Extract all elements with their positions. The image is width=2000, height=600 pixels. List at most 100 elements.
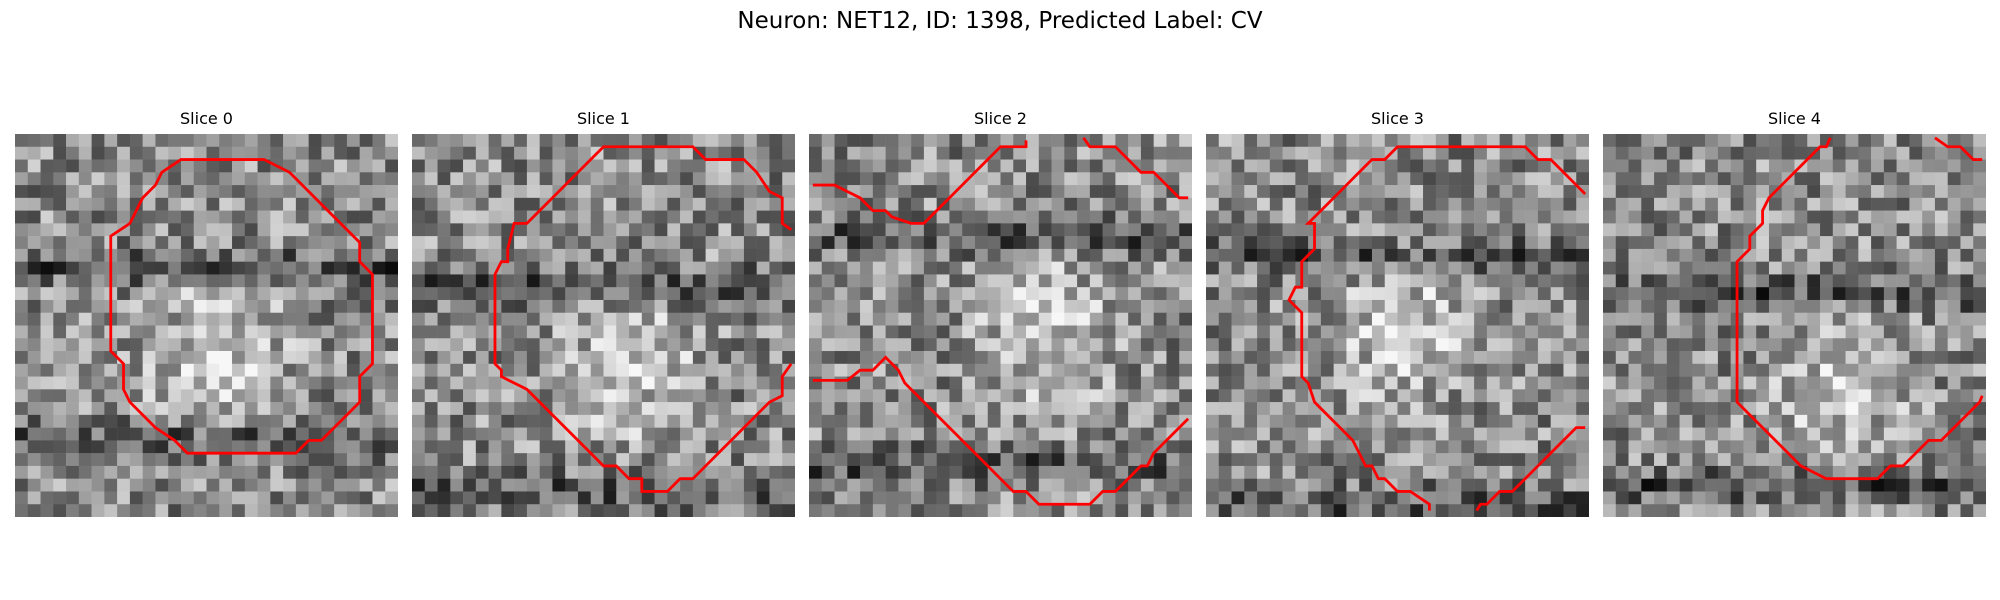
image-pixel <box>1000 223 1014 237</box>
image-pixel <box>1832 478 1846 492</box>
image-pixel <box>53 248 67 262</box>
image-pixel <box>1654 172 1668 186</box>
image-pixel <box>372 172 386 186</box>
image-pixel <box>1896 325 1910 339</box>
image-pixel <box>1269 172 1283 186</box>
image-pixel <box>1051 325 1065 339</box>
image-pixel <box>1448 223 1462 237</box>
image-pixel <box>463 491 477 505</box>
image-pixel <box>1077 185 1091 199</box>
image-pixel <box>1512 274 1526 288</box>
image-pixel <box>1102 465 1116 479</box>
image-pixel <box>1244 274 1258 288</box>
image-pixel <box>641 465 655 479</box>
image-pixel <box>308 236 322 250</box>
image-pixel <box>1858 223 1872 237</box>
image-pixel <box>1435 299 1449 313</box>
image-pixel <box>1871 338 1885 352</box>
image-pixel <box>782 312 795 326</box>
image-pixel <box>1603 261 1617 275</box>
image-pixel <box>501 389 515 403</box>
image-pixel <box>1333 159 1347 173</box>
image-pixel <box>809 261 823 275</box>
image-pixel <box>244 325 258 339</box>
image-pixel <box>1768 478 1782 492</box>
image-pixel <box>847 376 861 390</box>
image-pixel <box>949 414 963 428</box>
image-pixel <box>359 465 373 479</box>
image-pixel <box>514 427 528 441</box>
image-pixel <box>1257 402 1271 416</box>
image-pixel <box>463 440 477 454</box>
image-pixel <box>1576 351 1589 365</box>
image-pixel <box>1909 185 1923 199</box>
image-pixel <box>1743 134 1757 148</box>
image-pixel <box>1371 134 1385 148</box>
image-pixel <box>1717 312 1731 326</box>
image-pixel <box>1051 351 1065 365</box>
image-pixel <box>321 478 335 492</box>
image-pixel <box>1423 389 1437 403</box>
image-pixel <box>1064 274 1078 288</box>
image-pixel <box>1679 351 1693 365</box>
image-pixel <box>295 338 309 352</box>
image-pixel <box>1423 210 1437 224</box>
image-pixel <box>1794 261 1808 275</box>
image-pixel <box>898 197 912 211</box>
image-pixel <box>911 210 925 224</box>
image-pixel <box>1026 376 1040 390</box>
image-pixel <box>1845 197 1859 211</box>
image-pixel <box>117 453 131 467</box>
image-pixel <box>463 465 477 479</box>
image-pixel <box>40 159 54 173</box>
image-pixel <box>911 274 925 288</box>
image-pixel <box>40 197 54 211</box>
image-pixel <box>1883 453 1897 467</box>
image-pixel <box>1257 440 1271 454</box>
image-pixel <box>334 236 348 250</box>
image-pixel <box>1794 325 1808 339</box>
image-pixel <box>936 338 950 352</box>
image-pixel <box>1257 363 1271 377</box>
image-pixel <box>667 159 681 173</box>
image-pixel <box>1781 236 1795 250</box>
image-pixel <box>412 453 426 467</box>
image-pixel <box>962 376 976 390</box>
image-pixel <box>1410 185 1424 199</box>
image-pixel <box>1269 427 1283 441</box>
image-pixel <box>1077 453 1091 467</box>
image-pixel <box>1231 185 1245 199</box>
image-pixel <box>718 504 732 517</box>
image-pixel <box>1013 223 1027 237</box>
image-pixel <box>1550 134 1564 148</box>
image-pixel <box>1858 172 1872 186</box>
image-pixel <box>1947 389 1961 403</box>
image-pixel <box>1628 197 1642 211</box>
image-pixel <box>385 299 398 313</box>
image-pixel <box>1486 453 1500 467</box>
image-pixel <box>1794 414 1808 428</box>
image-pixel <box>475 465 489 479</box>
image-pixel <box>1845 134 1859 148</box>
image-pixel <box>66 338 80 352</box>
image-pixel <box>1628 338 1642 352</box>
image-pixel <box>1563 414 1577 428</box>
image-pixel <box>1820 287 1834 301</box>
image-pixel <box>987 248 1001 262</box>
image-pixel <box>219 210 233 224</box>
image-pixel <box>1845 146 1859 160</box>
image-pixel <box>718 363 732 377</box>
image-pixel <box>1435 389 1449 403</box>
image-pixel <box>91 261 105 275</box>
image-pixel <box>692 185 706 199</box>
image-pixel <box>1922 299 1936 313</box>
image-pixel <box>206 261 220 275</box>
image-pixel <box>1371 465 1385 479</box>
image-pixel <box>1730 146 1744 160</box>
image-pixel <box>898 402 912 416</box>
image-pixel <box>1102 363 1116 377</box>
image-pixel <box>104 146 118 160</box>
image-pixel <box>1038 312 1052 326</box>
image-pixel <box>1871 146 1885 160</box>
image-pixel <box>1000 363 1014 377</box>
